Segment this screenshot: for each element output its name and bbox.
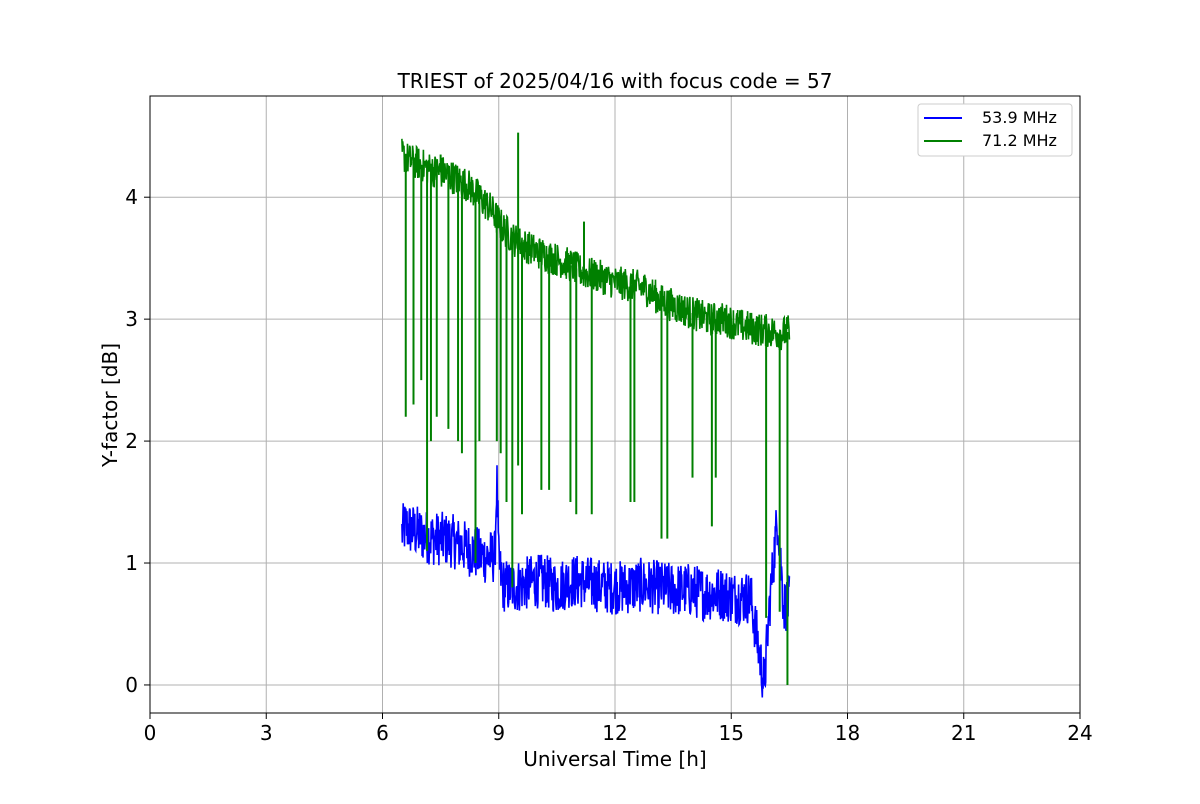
chart-title: TRIEST of 2025/04/16 with focus code = 5… xyxy=(397,69,833,93)
y-tick-label: 4 xyxy=(125,185,138,209)
y-tick-label: 3 xyxy=(125,307,138,331)
y-tick-label: 0 xyxy=(125,673,138,697)
series-line-1 xyxy=(401,138,791,351)
y-tick-label: 1 xyxy=(125,551,138,575)
x-tick-label: 18 xyxy=(835,721,860,745)
x-axis-label: Universal Time [h] xyxy=(523,747,706,771)
y-axis-label: Y-factor [dB] xyxy=(98,343,122,468)
x-tick-label: 24 xyxy=(1067,721,1092,745)
legend: 53.9 MHz 71.2 MHz xyxy=(917,103,1073,157)
series-layer xyxy=(401,132,791,698)
x-tick-label: 21 xyxy=(951,721,976,745)
x-tick-label: 6 xyxy=(376,721,389,745)
x-tick-label: 9 xyxy=(492,721,505,745)
grid xyxy=(149,96,1081,713)
x-axis-ticks: 0 3 6 9 12 15 18 21 24 xyxy=(144,713,1093,745)
y-tick-label: 2 xyxy=(125,429,138,453)
series-line-0 xyxy=(401,465,791,698)
legend-label-71-2: 71.2 MHz xyxy=(982,131,1057,150)
x-tick-label: 3 xyxy=(260,721,273,745)
x-tick-label: 12 xyxy=(602,721,627,745)
x-tick-label: 15 xyxy=(719,721,744,745)
y-axis-ticks: 0 1 2 3 4 xyxy=(125,185,150,697)
x-tick-label: 0 xyxy=(144,721,157,745)
legend-label-53-9: 53.9 MHz xyxy=(982,108,1057,127)
